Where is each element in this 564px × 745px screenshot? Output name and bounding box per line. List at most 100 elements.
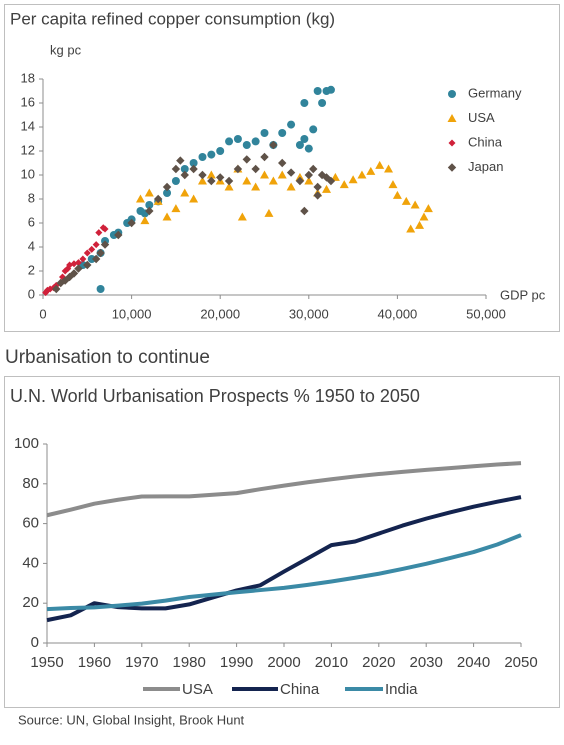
scatter-point: [295, 176, 305, 186]
scatter-point: [91, 254, 101, 264]
scatter-point: [206, 170, 216, 179]
scatter-point: [153, 194, 163, 204]
scatter-point: [237, 212, 247, 221]
scatter-point: [286, 168, 296, 177]
chart-title: Per capita refined copper consumption (k…: [10, 9, 335, 28]
scatter-point: [197, 176, 207, 185]
x-tick-label: 1960: [78, 654, 111, 671]
scatter-point: [189, 194, 199, 203]
scatter-point: [348, 175, 358, 184]
scatter-point: [251, 164, 260, 174]
scatter-point: [242, 141, 251, 149]
scatter-point: [313, 182, 322, 192]
y-tick-label: 4: [28, 238, 35, 253]
scatter-point: [286, 182, 296, 191]
scatter-point: [87, 255, 96, 263]
x-tick-label: 30,000: [289, 306, 329, 321]
y-tick-label: 16: [21, 94, 35, 109]
scatter-point: [216, 173, 225, 182]
legend-label: USA: [468, 110, 495, 125]
scatter-point: [224, 176, 234, 186]
scatter-point: [83, 249, 91, 257]
legend-label: China: [468, 134, 503, 149]
scatter-point: [74, 264, 83, 273]
scatter-point: [74, 259, 82, 267]
scatter-point: [79, 255, 87, 263]
y-tick-label: 0: [31, 634, 39, 651]
x-tick-label: 1980: [173, 654, 206, 671]
y-tick-label: 40: [22, 554, 39, 571]
scatter-point: [309, 164, 318, 174]
scatter-point: [176, 156, 185, 165]
scatter-point: [366, 166, 376, 175]
scatter-point: [100, 240, 110, 249]
scatter-point: [135, 194, 145, 203]
scatter-point: [415, 220, 425, 229]
scatter-point: [171, 164, 181, 174]
scatter-point: [317, 170, 327, 180]
scatter-point: [163, 189, 172, 197]
scatter-point: [180, 188, 190, 197]
scatter-point: [375, 160, 385, 169]
legend-label: India: [385, 681, 418, 698]
scatter-point: [384, 164, 394, 173]
scatter-point: [92, 241, 100, 249]
legend-marker: [448, 139, 456, 147]
data-line: [46, 495, 522, 623]
scatter-point: [233, 135, 242, 143]
scatter-point: [140, 216, 150, 225]
x-tick-label: 20,000: [200, 306, 240, 321]
scatter-point: [198, 153, 207, 161]
scatter-point: [198, 170, 207, 180]
scatter-point: [423, 204, 433, 213]
scatter-point: [264, 208, 274, 217]
scatter-point: [392, 190, 402, 199]
scatter-point: [260, 152, 269, 162]
legend-marker: [448, 90, 456, 98]
y-tick-label: 12: [21, 142, 35, 157]
scatter-point: [224, 182, 234, 191]
scatter-point: [278, 129, 287, 137]
scatter-point: [287, 120, 296, 129]
scatter-point: [96, 248, 105, 258]
x-tick-label: 1970: [125, 654, 158, 671]
section-title: Urbanisation to continue: [5, 347, 210, 368]
scatter-point: [101, 225, 109, 233]
scatter-point: [278, 158, 287, 168]
x-tick-label: 2050: [504, 654, 537, 671]
y-tick-label: 20: [22, 594, 39, 611]
scatter-point: [300, 206, 309, 216]
x-axis-label: GDP pc: [500, 287, 546, 302]
x-tick-label: 0: [39, 306, 46, 321]
scatter-point: [216, 147, 225, 155]
scatter-point: [313, 191, 322, 200]
legend-label: USA: [182, 681, 213, 698]
y-axis-label: kg pc: [50, 42, 82, 57]
scatter-point: [144, 188, 154, 197]
scatter-point: [162, 212, 172, 221]
scatter-point: [277, 170, 287, 179]
legend-label: China: [280, 681, 320, 698]
scatter-point: [269, 140, 278, 150]
scatter-point: [251, 182, 261, 191]
scatter-point: [52, 284, 61, 294]
scatter-point: [318, 99, 327, 107]
x-tick-label: 1990: [220, 654, 253, 671]
scatter-point: [304, 144, 313, 153]
scatter-point: [251, 137, 260, 146]
scatter-point: [300, 135, 309, 143]
source-note: Source: UN, Global Insight, Brook Hunt: [18, 712, 245, 727]
scatter-point: [114, 230, 123, 240]
scatter-point: [180, 170, 189, 180]
x-tick-label: 40,000: [378, 306, 418, 321]
scatter-point: [207, 150, 216, 159]
legend-label: Japan: [468, 159, 503, 174]
scatter-point: [260, 129, 269, 137]
scatter-point: [69, 269, 79, 278]
scatter-point: [96, 285, 105, 293]
y-tick-label: 10: [21, 166, 35, 181]
chart-frame: [4, 376, 560, 708]
x-tick-label: 1950: [30, 654, 63, 671]
y-tick-label: 100: [14, 435, 39, 452]
